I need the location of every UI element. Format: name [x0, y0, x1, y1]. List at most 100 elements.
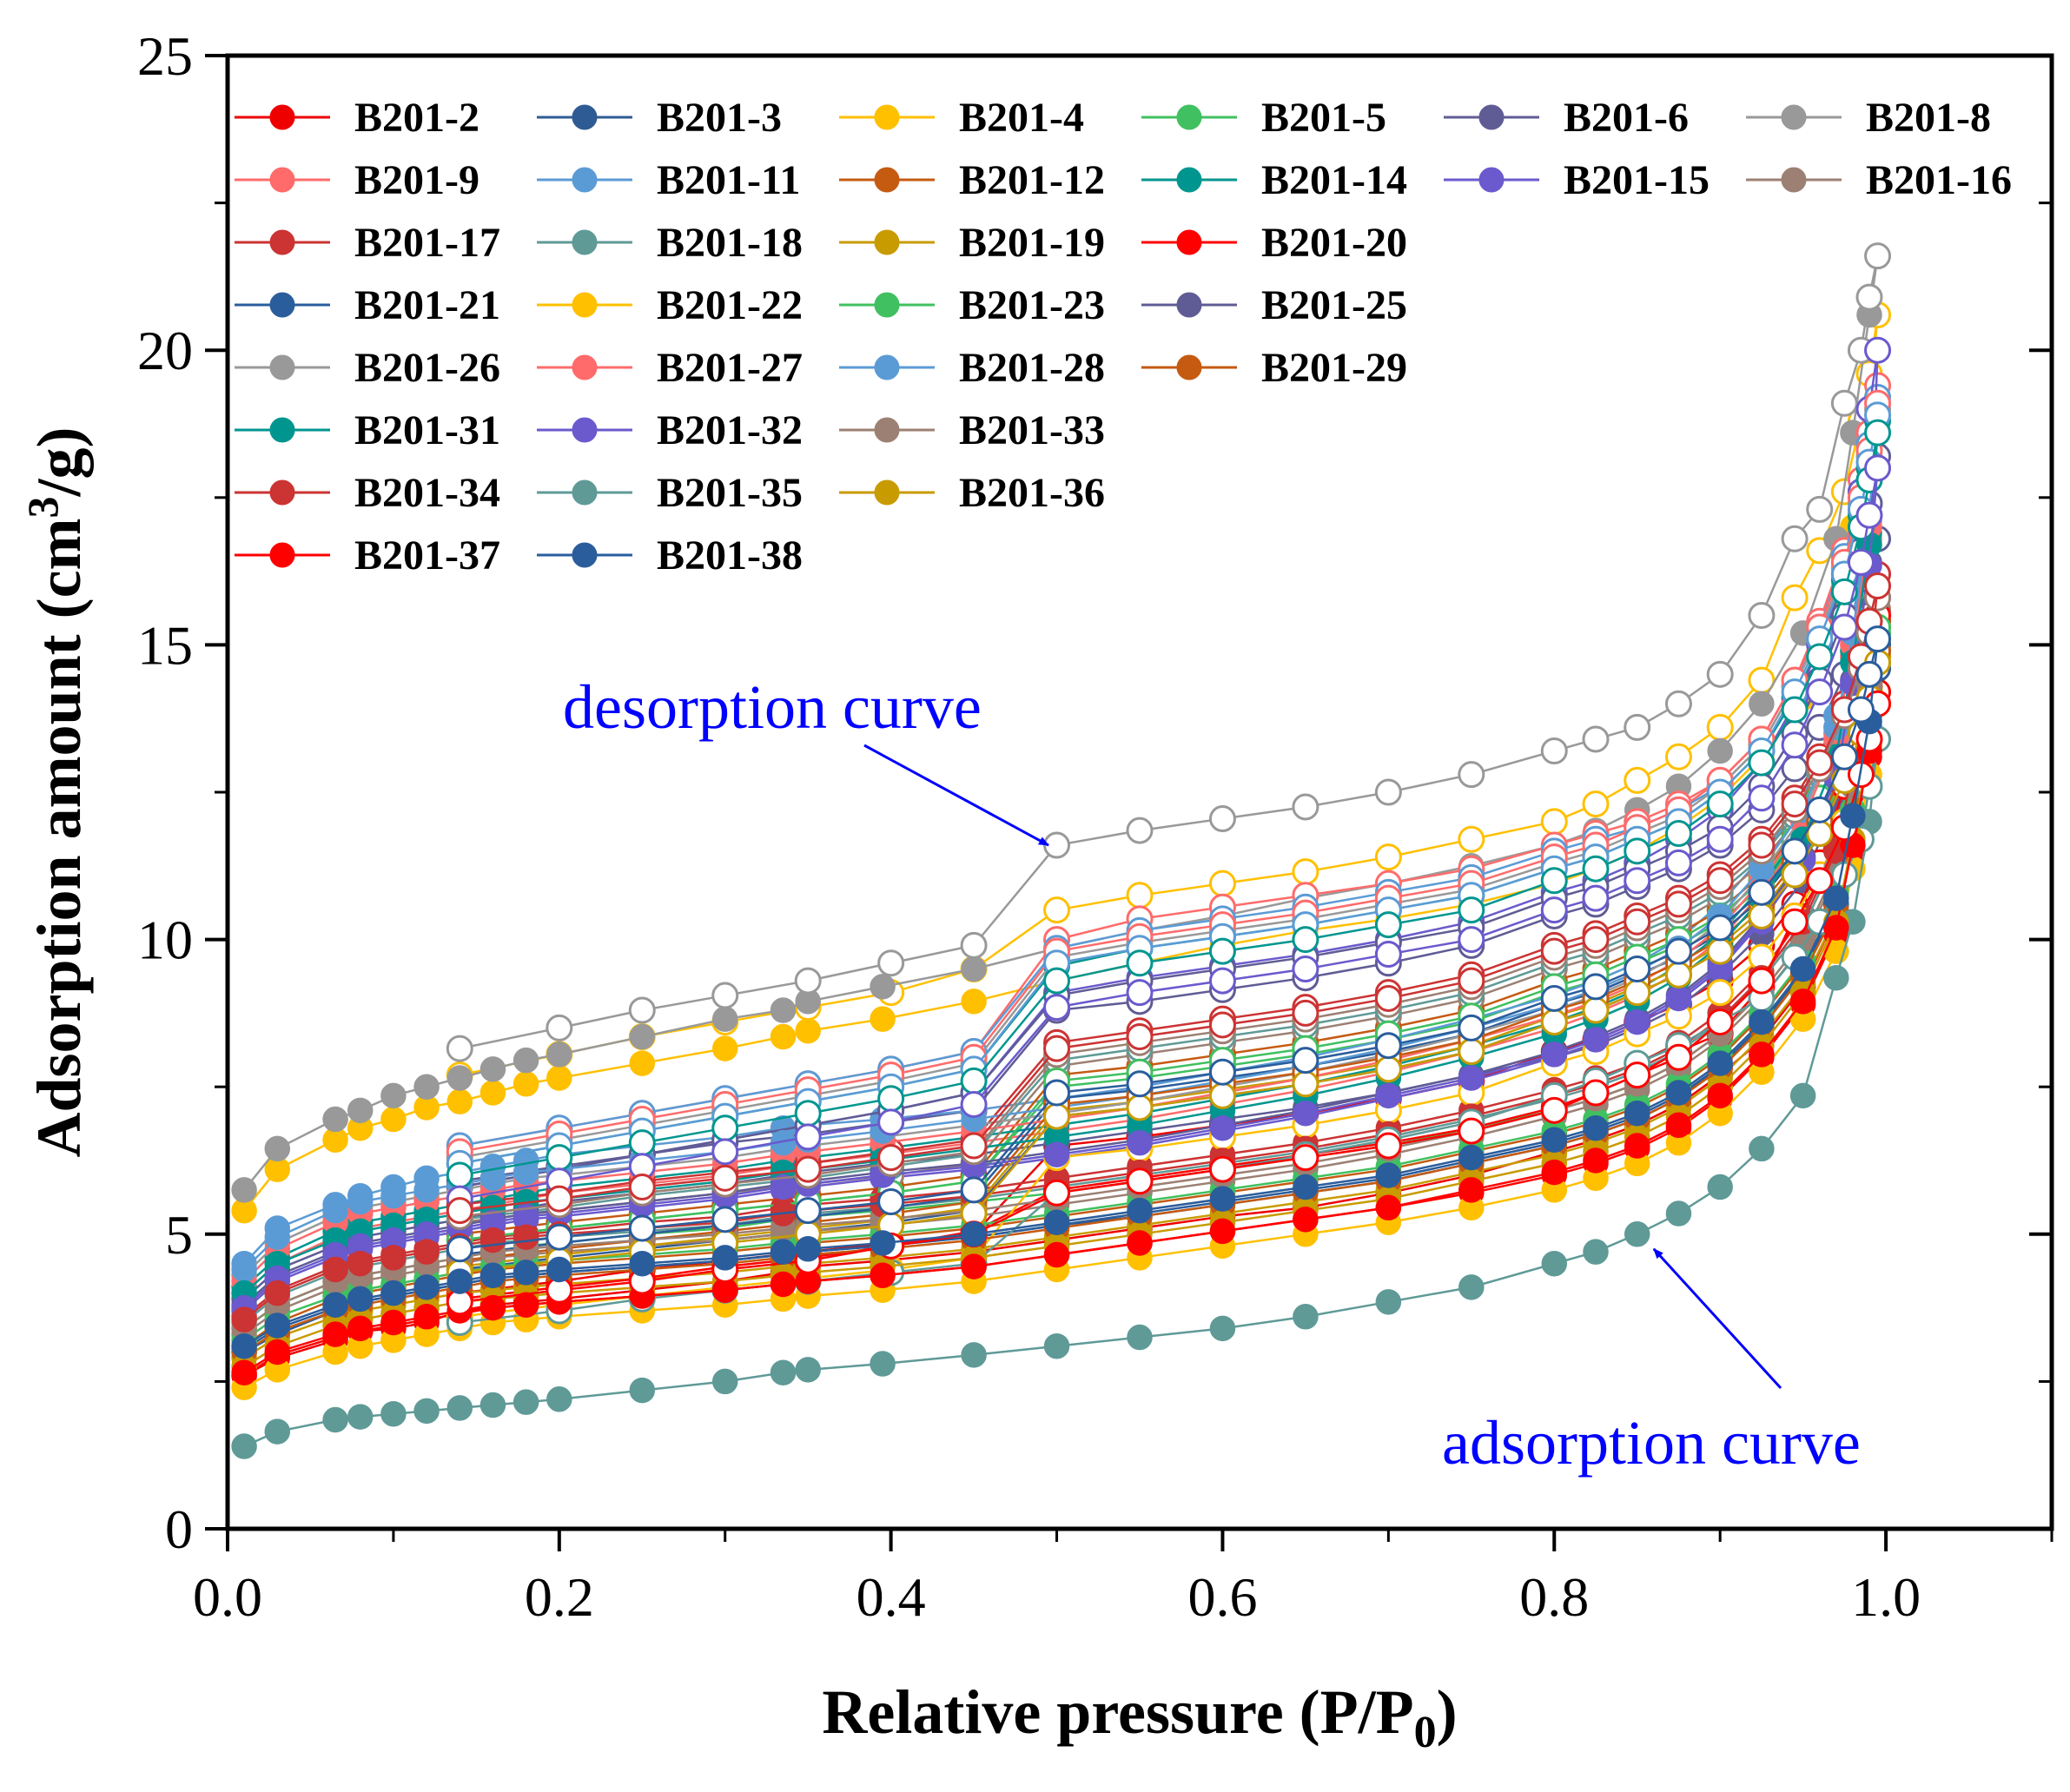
desorption-point: [1374, 778, 1402, 806]
adsorption-point: [347, 1097, 374, 1124]
legend-marker: [874, 292, 900, 318]
adsorption-point: [870, 1262, 896, 1289]
adsorption-point: [264, 1313, 291, 1339]
legend-marker: [874, 167, 900, 193]
desorption-point: [1582, 996, 1610, 1024]
legend-item-B201-26: B201-26: [235, 345, 500, 391]
legend-marker: [269, 229, 295, 255]
legend-item-B201-34: B201-34: [235, 470, 500, 516]
legend-item-B201-25: B201-25: [1141, 282, 1407, 328]
legend-marker: [269, 354, 295, 380]
desorption-point: [1208, 937, 1236, 965]
adsorption-point: [264, 1418, 291, 1445]
desorption-point: [1043, 994, 1071, 1022]
desorption-point: [1664, 743, 1692, 770]
legend-label: B201-6: [1564, 95, 1689, 141]
desorption-point: [1748, 831, 1776, 859]
desorption-point: [1374, 1032, 1402, 1060]
adsorption-point: [1293, 1304, 1319, 1330]
desorption-point: [1540, 896, 1568, 924]
adsorption-point: [1749, 1135, 1775, 1162]
desorption-point: [1706, 825, 1734, 853]
adsorption-point: [1043, 1141, 1070, 1167]
desorption-point: [1624, 766, 1651, 794]
adsorption-point: [513, 1260, 539, 1286]
legend-item-B201-9: B201-9: [235, 157, 479, 203]
legend-marker: [1176, 104, 1202, 130]
y-axis-title: Adsorption amount (cm3/g): [18, 427, 94, 1157]
adsorption-point: [413, 1177, 440, 1203]
desorption-point: [1458, 825, 1485, 853]
desorption-point: [711, 1206, 739, 1233]
desorption-point: [1847, 548, 1875, 576]
adsorption-point: [413, 1304, 440, 1330]
adsorption-point: [513, 1389, 539, 1415]
x-tick-label: 0.2: [525, 1566, 594, 1628]
adsorption-point: [513, 1047, 539, 1074]
desorption-point: [1706, 713, 1734, 741]
adsorption-point: [446, 1088, 473, 1114]
legend-label: B201-34: [354, 470, 500, 516]
desorption-point: [1781, 861, 1809, 889]
legend: B201-2 B201-9 B201-17 B201-21 B201-26 B201-31…: [235, 95, 2012, 579]
adsorption-point: [1293, 1174, 1319, 1200]
legend-marker: [269, 104, 295, 130]
adsorption-point: [629, 1050, 656, 1076]
legend-item-B201-33: B201-33: [839, 407, 1105, 453]
legend-label: B201-32: [657, 407, 803, 453]
adsorption-point: [1127, 1129, 1153, 1156]
legend-label: B201-17: [354, 220, 500, 266]
desorption-point: [1830, 389, 1858, 417]
adsorption-point: [711, 1035, 738, 1061]
adsorption-point: [413, 1274, 440, 1300]
desorption-point: [794, 1123, 822, 1151]
desorption-point: [794, 1100, 822, 1127]
legend-label: B201-29: [1261, 345, 1407, 391]
desorption-point: [1043, 1179, 1071, 1207]
desorption-point: [628, 1174, 656, 1201]
adsorption-point: [1707, 1050, 1733, 1076]
desorption-point: [446, 1035, 473, 1062]
adsorption-point: [479, 1227, 506, 1253]
desorption-point: [1582, 884, 1610, 912]
y-tick-label: 20: [137, 320, 193, 381]
legend-marker: [572, 417, 598, 443]
adsorption-point: [546, 1386, 572, 1412]
desorption-point: [546, 1223, 573, 1251]
desorption-point: [628, 1214, 656, 1242]
adsorption-point: [629, 1250, 656, 1277]
desorption-point: [960, 1067, 988, 1094]
legend-marker: [572, 104, 598, 130]
adsorption-point: [961, 956, 987, 982]
adsorption-point: [1823, 885, 1849, 911]
adsorption-point: [322, 1106, 348, 1133]
legend-label: B201-36: [959, 470, 1105, 516]
legend-marker: [269, 417, 295, 443]
desorption-point: [1664, 890, 1692, 918]
desorption-point: [1781, 908, 1809, 936]
legend-item-B201-3: B201-3: [537, 95, 782, 141]
desorption-point: [628, 1129, 656, 1157]
adsorption-point: [479, 1294, 506, 1321]
desorption-point: [1855, 501, 1883, 529]
adsorption-point: [1583, 1147, 1609, 1174]
adsorption-point: [770, 1174, 797, 1200]
legend-marker: [269, 542, 295, 568]
desorption-point: [1806, 495, 1834, 523]
legend-label: B201-12: [959, 157, 1105, 203]
y-axis-title-sup: 3: [18, 496, 67, 518]
adsorption-point: [1209, 1186, 1236, 1212]
legend-item-B201-11: B201-11: [537, 157, 800, 203]
adsorption-point: [1293, 1207, 1319, 1233]
adsorption-point: [231, 1306, 257, 1332]
desorption-point: [1781, 790, 1809, 818]
desorption-point: [1582, 973, 1610, 1001]
desorption-point: [1706, 660, 1734, 688]
desorption-point: [446, 1235, 473, 1263]
legend-marker: [1478, 104, 1505, 130]
legend-marker: [572, 542, 598, 568]
legend-marker: [572, 479, 598, 506]
legend-item-B201-36: B201-36: [839, 470, 1105, 516]
adsorption-point: [1665, 1080, 1692, 1106]
adsorption-point: [1789, 956, 1816, 982]
